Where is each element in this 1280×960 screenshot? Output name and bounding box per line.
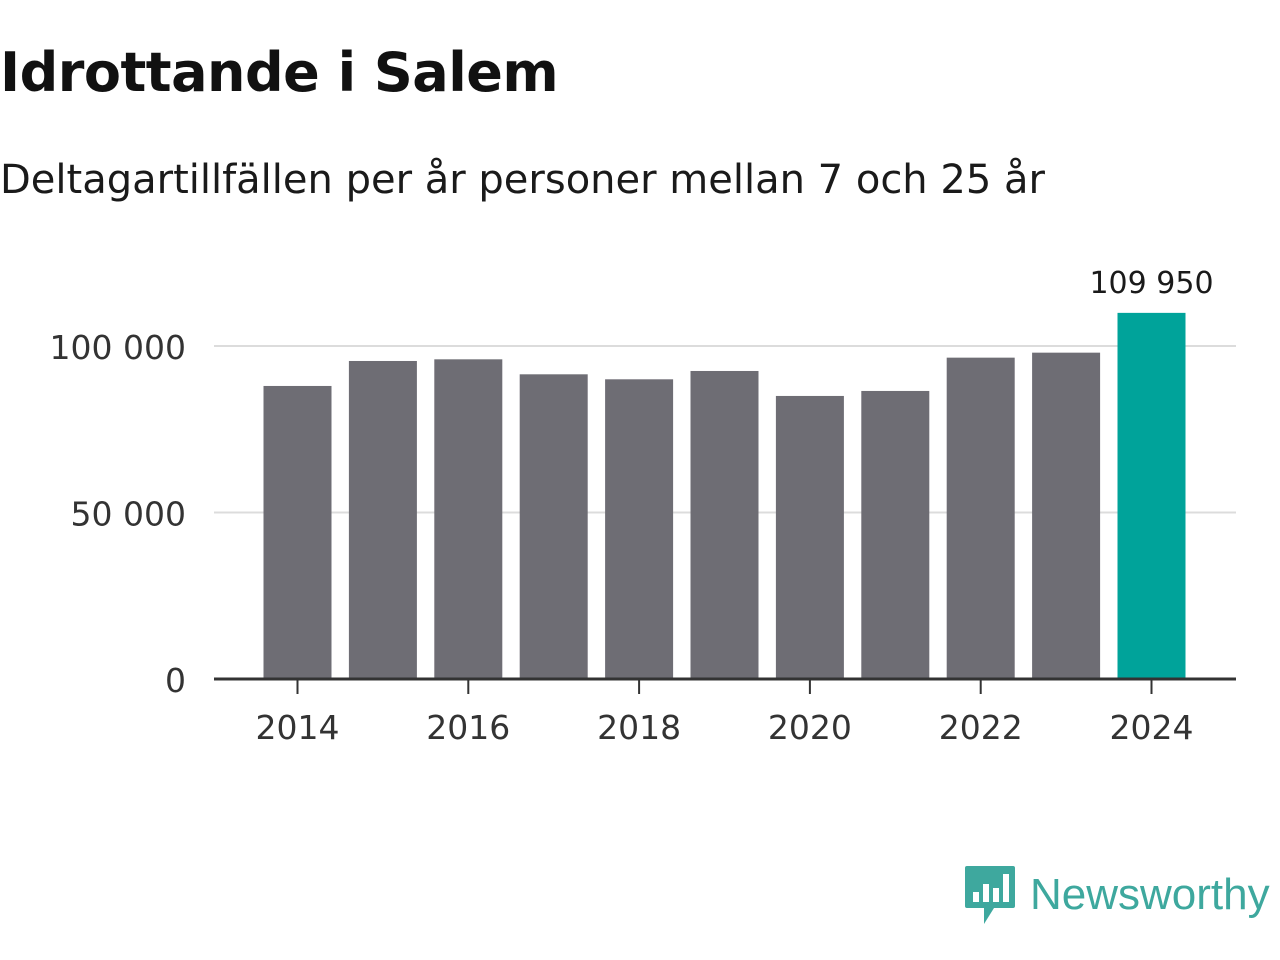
bar bbox=[946, 357, 1015, 679]
x-tick-label: 2016 bbox=[426, 708, 510, 747]
chart-subtitle: Deltagartillfällen per år personer mella… bbox=[0, 157, 1045, 203]
x-tick-label: 2024 bbox=[1110, 708, 1194, 747]
bar bbox=[690, 370, 759, 679]
newsworthy-logo: Newsworthy bbox=[964, 864, 1270, 926]
bar bbox=[348, 360, 417, 679]
bar bbox=[434, 359, 503, 679]
axis-layer bbox=[214, 677, 1236, 694]
y-tick-label: 50 000 bbox=[71, 495, 186, 534]
x-tick-label: 2020 bbox=[768, 708, 852, 747]
newsworthy-chart-icon bbox=[965, 866, 1015, 924]
chart-title: Idrottande i Salem bbox=[0, 41, 559, 104]
bar bbox=[1032, 352, 1101, 679]
bar bbox=[605, 379, 674, 679]
data-label: 109 950 bbox=[1089, 266, 1213, 301]
y-tick-label: 0 bbox=[165, 661, 186, 700]
labels-layer: 0 50 000 100 000 109 950 2014 2016 2018 2020 202… bbox=[50, 266, 1214, 747]
y-tick-label: 100 000 bbox=[50, 328, 186, 367]
x-tick-label: 2022 bbox=[939, 708, 1023, 747]
newsworthy-wordmark: Newsworthy bbox=[1030, 870, 1270, 919]
bars-layer bbox=[263, 312, 1186, 679]
bar bbox=[263, 385, 332, 679]
bar-highlight bbox=[1117, 312, 1186, 679]
bar bbox=[775, 395, 844, 679]
x-tick-label: 2018 bbox=[597, 708, 681, 747]
bar bbox=[861, 390, 930, 679]
x-tick-label: 2014 bbox=[256, 708, 340, 747]
bar bbox=[519, 374, 588, 679]
